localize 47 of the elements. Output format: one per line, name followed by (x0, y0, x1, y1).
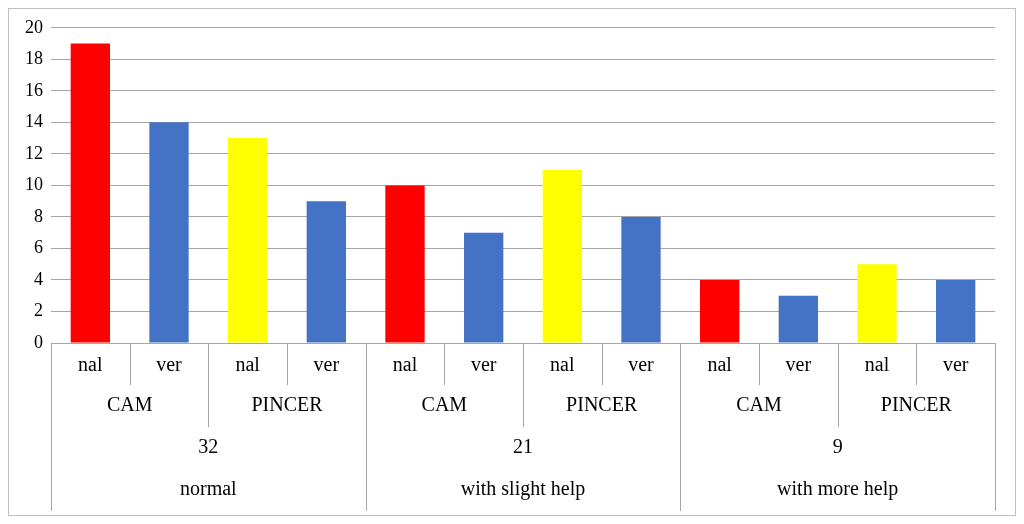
x-tick-label: ver (628, 353, 655, 376)
x-tick-label: ver (156, 353, 183, 376)
x-tick-label: nal (235, 353, 261, 376)
bar (70, 43, 110, 343)
bar (778, 295, 818, 343)
y-tick-label: 16 (25, 79, 43, 100)
bar (228, 138, 268, 343)
text: PINCER (251, 393, 324, 416)
y-tick-label: 10 (25, 174, 43, 195)
bar (464, 232, 504, 343)
bar (542, 169, 582, 343)
bar (385, 185, 425, 343)
bar (621, 216, 661, 343)
x-tick-label: ver (942, 353, 969, 376)
bar (700, 279, 740, 343)
y-tick-label: 8 (34, 205, 43, 226)
bar (149, 122, 189, 343)
y-tick-label: 12 (25, 142, 43, 163)
text: CAM (421, 393, 468, 416)
y-tick-label: 18 (25, 48, 43, 69)
y-tick-label: 20 (25, 16, 43, 37)
text: with slight help (460, 477, 586, 501)
y-tick-label: 14 (25, 111, 43, 132)
x-tick-label: ver (785, 353, 812, 376)
y-tick-label: 2 (34, 300, 43, 321)
x-tick-label: nal (392, 353, 418, 376)
text: PINCER (880, 393, 953, 416)
y-tick-label: 6 (34, 237, 43, 258)
text: 9 (832, 435, 843, 458)
text: PINCER (566, 393, 638, 416)
text: CAM (106, 393, 153, 416)
bar (857, 264, 897, 343)
x-tick-label: nal (550, 353, 575, 376)
y-tick-label: 0 (34, 331, 43, 352)
text: CAM (736, 393, 782, 416)
text: with more help (777, 477, 899, 501)
text: 32 (198, 435, 219, 458)
x-tick-label: nal (78, 353, 103, 376)
text: normal (180, 477, 238, 500)
bar (306, 201, 346, 343)
bar (936, 279, 976, 343)
text: 21 (513, 435, 533, 458)
x-tick-label: nal (864, 353, 890, 376)
x-tick-label: ver (313, 353, 340, 376)
x-tick-label: nal (707, 353, 733, 376)
y-tick-label: 4 (34, 268, 43, 289)
x-tick-label: ver (470, 353, 497, 376)
